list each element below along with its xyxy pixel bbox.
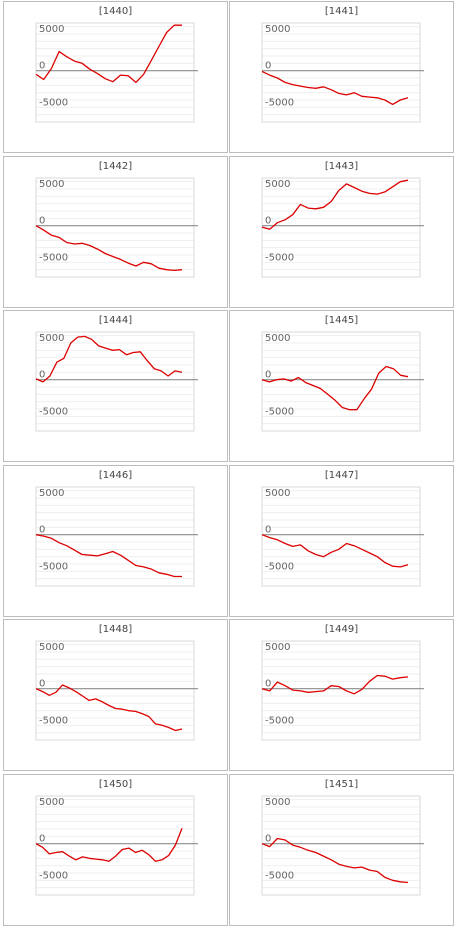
y-tick-label: -5000 bbox=[39, 870, 68, 881]
y-tick-label: 0 bbox=[39, 370, 45, 381]
chart-panel: [1447] 5000 0 -5000 bbox=[229, 464, 454, 617]
plot-border bbox=[35, 486, 195, 586]
plot-border bbox=[35, 177, 195, 277]
y-tick-label: 5000 bbox=[39, 24, 64, 35]
series-line bbox=[35, 533, 182, 577]
y-tick-label: 0 bbox=[265, 215, 271, 226]
line-plot: 5000 0 -5000 bbox=[35, 22, 198, 123]
line-plot: 5000 0 -5000 bbox=[35, 177, 198, 277]
chart-title: [1444] bbox=[98, 315, 133, 326]
series-line bbox=[261, 533, 409, 568]
chart-panel: [1445] 5000 0 -5000 bbox=[229, 310, 454, 462]
plot-border bbox=[261, 795, 421, 895]
plot-border bbox=[261, 22, 421, 123]
y-tick-label: -5000 bbox=[265, 406, 294, 417]
chart-title: [1440] bbox=[98, 6, 133, 17]
y-tick-label: -5000 bbox=[39, 715, 68, 726]
chart-title: [1445] bbox=[324, 315, 359, 326]
chart-title: [1449] bbox=[324, 624, 359, 635]
y-tick-label: 5000 bbox=[265, 333, 290, 344]
chart-panel: [1443] 5000 0 -5000 bbox=[229, 155, 454, 308]
y-tick-label: -5000 bbox=[265, 870, 294, 881]
plot-border bbox=[35, 795, 195, 895]
plot-border bbox=[261, 486, 421, 586]
series-line bbox=[35, 224, 183, 271]
chart-panel: [1441] 5000 0 -5000 bbox=[229, 1, 454, 153]
y-tick-label: 5000 bbox=[265, 24, 290, 35]
y-tick-label: -5000 bbox=[39, 252, 68, 263]
line-plot: 5000 0 -5000 bbox=[261, 795, 424, 895]
y-tick-label: -5000 bbox=[39, 97, 68, 108]
y-tick-label: -5000 bbox=[265, 561, 294, 572]
y-tick-label: 0 bbox=[265, 524, 271, 535]
chart-title: [1441] bbox=[324, 6, 359, 17]
chart-panel: [1442] 5000 0 -5000 bbox=[3, 155, 228, 308]
line-plot: 5000 0 -5000 bbox=[35, 486, 198, 586]
y-tick-label: -5000 bbox=[265, 715, 294, 726]
series-line bbox=[261, 837, 409, 883]
series-line bbox=[35, 684, 183, 732]
y-tick-label: 0 bbox=[265, 61, 271, 72]
y-tick-label: 5000 bbox=[39, 642, 64, 653]
chart-panel: [1446] 5000 0 -5000 bbox=[3, 464, 228, 617]
plot-border bbox=[35, 331, 195, 432]
y-tick-label: 0 bbox=[265, 679, 271, 690]
line-plot: 5000 0 -5000 bbox=[261, 640, 424, 741]
chart-title: [1446] bbox=[98, 469, 133, 481]
y-tick-label: 5000 bbox=[39, 488, 64, 499]
y-tick-label: 0 bbox=[39, 833, 45, 844]
chart-title: [1447] bbox=[324, 469, 359, 481]
chart-panel: [1440] 5000 0 -5000 bbox=[3, 1, 228, 153]
y-tick-label: -5000 bbox=[265, 252, 294, 263]
y-tick-label: -5000 bbox=[39, 561, 68, 572]
y-tick-label: 0 bbox=[39, 524, 45, 535]
chart-title: [1450] bbox=[98, 778, 133, 790]
line-plot: 5000 0 -5000 bbox=[35, 640, 198, 741]
chart-panel: [1451] 5000 0 -5000 bbox=[229, 773, 454, 926]
y-tick-label: 0 bbox=[39, 61, 45, 72]
line-plot: 5000 0 -5000 bbox=[261, 22, 424, 123]
y-tick-label: 5000 bbox=[265, 797, 290, 808]
plot-border bbox=[261, 331, 421, 432]
series-line bbox=[261, 674, 409, 695]
series-line bbox=[35, 24, 182, 84]
line-plot: 5000 0 -5000 bbox=[261, 486, 424, 586]
chart-title: [1451] bbox=[324, 778, 359, 790]
chart-panel: [1449] 5000 0 -5000 bbox=[229, 619, 454, 771]
line-plot: 5000 0 -5000 bbox=[35, 795, 198, 895]
y-tick-label: 5000 bbox=[265, 488, 290, 499]
y-tick-label: 0 bbox=[265, 370, 271, 381]
y-tick-label: 0 bbox=[265, 833, 271, 844]
chart-title: [1443] bbox=[324, 160, 359, 172]
line-plot: 5000 0 -5000 bbox=[261, 177, 424, 277]
plot-border bbox=[35, 640, 195, 741]
series-line bbox=[35, 827, 183, 862]
y-tick-label: -5000 bbox=[265, 97, 294, 108]
y-tick-label: 5000 bbox=[39, 179, 64, 190]
line-plot: 5000 0 -5000 bbox=[35, 331, 198, 432]
y-tick-label: 5000 bbox=[39, 797, 64, 808]
series-line bbox=[261, 365, 409, 411]
y-tick-label: 0 bbox=[39, 215, 45, 226]
y-tick-label: -5000 bbox=[39, 406, 68, 417]
chart-panel: [1448] 5000 0 -5000 bbox=[3, 619, 228, 771]
y-tick-label: 0 bbox=[39, 679, 45, 690]
chart-title: [1442] bbox=[98, 160, 133, 172]
series-line bbox=[35, 335, 183, 383]
y-tick-label: 5000 bbox=[265, 179, 290, 190]
series-line bbox=[261, 179, 409, 230]
chart-panel: [1444] 5000 0 -5000 bbox=[3, 310, 228, 462]
plot-border bbox=[261, 640, 421, 741]
chart-title: [1448] bbox=[98, 624, 133, 635]
plot-border bbox=[35, 22, 195, 123]
y-tick-label: 5000 bbox=[39, 333, 64, 344]
series-line bbox=[261, 70, 409, 106]
y-tick-label: 5000 bbox=[265, 642, 290, 653]
chart-panel: [1450] 5000 0 -5000 bbox=[3, 773, 228, 926]
line-plot: 5000 0 -5000 bbox=[261, 331, 424, 432]
